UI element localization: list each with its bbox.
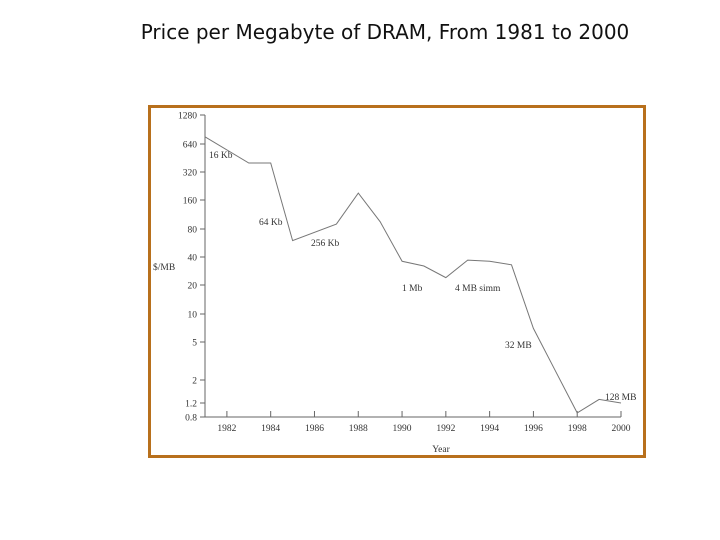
x-tick-label: 1986 <box>305 424 324 434</box>
annotation-label: 1 Mb <box>402 284 423 294</box>
x-tick-label: 1982 <box>217 424 236 434</box>
x-tick-label: 1994 <box>480 424 499 434</box>
x-tick-label: 1990 <box>393 424 412 434</box>
y-tick-label: 160 <box>183 197 198 207</box>
x-tick-label: 1992 <box>436 424 455 434</box>
annotation-label: 4 MB simm <box>455 284 501 294</box>
price-line <box>204 136 622 414</box>
annotation-label: 256 Kb <box>311 239 339 249</box>
y-tick-label: 10 <box>188 311 198 321</box>
x-tick-label: 2000 <box>612 424 631 434</box>
y-tick-label: 80 <box>188 226 198 236</box>
x-tick-label: 1996 <box>524 424 543 434</box>
y-tick-label: 320 <box>183 169 198 179</box>
chart-frame: 0.8 1.2 2 5 10 20 40 80 160 320 640 1280 1982 1984 198… <box>148 105 646 458</box>
annotation-label: 128 MB <box>605 393 636 403</box>
x-tick-label: 1998 <box>568 424 587 434</box>
y-tick-label: 2 <box>192 377 197 387</box>
y-axis-title: $/MB <box>153 262 175 273</box>
y-tick-label: 40 <box>188 254 198 264</box>
annotation-label: 64 Kb <box>259 218 283 228</box>
x-tick-label: 1984 <box>261 424 280 434</box>
x-tick-label: 1988 <box>349 424 368 434</box>
annotation-label: 32 MB <box>505 341 532 351</box>
slide-title: Price per Megabyte of DRAM, From 1981 to… <box>140 20 630 44</box>
y-tick-label: 20 <box>188 282 198 292</box>
y-tick-label: 5 <box>192 339 197 349</box>
y-tick-label: 1.2 <box>185 400 197 410</box>
x-axis-title: Year <box>432 445 450 455</box>
dram-price-chart: 0.8 1.2 2 5 10 20 40 80 160 320 640 1280 1982 1984 198… <box>153 112 636 456</box>
y-tick-label: 1280 <box>178 112 197 122</box>
y-tick-label: 640 <box>183 141 198 151</box>
y-tick-label: 0.8 <box>185 414 197 424</box>
annotation-label: 16 Kb <box>209 151 233 161</box>
